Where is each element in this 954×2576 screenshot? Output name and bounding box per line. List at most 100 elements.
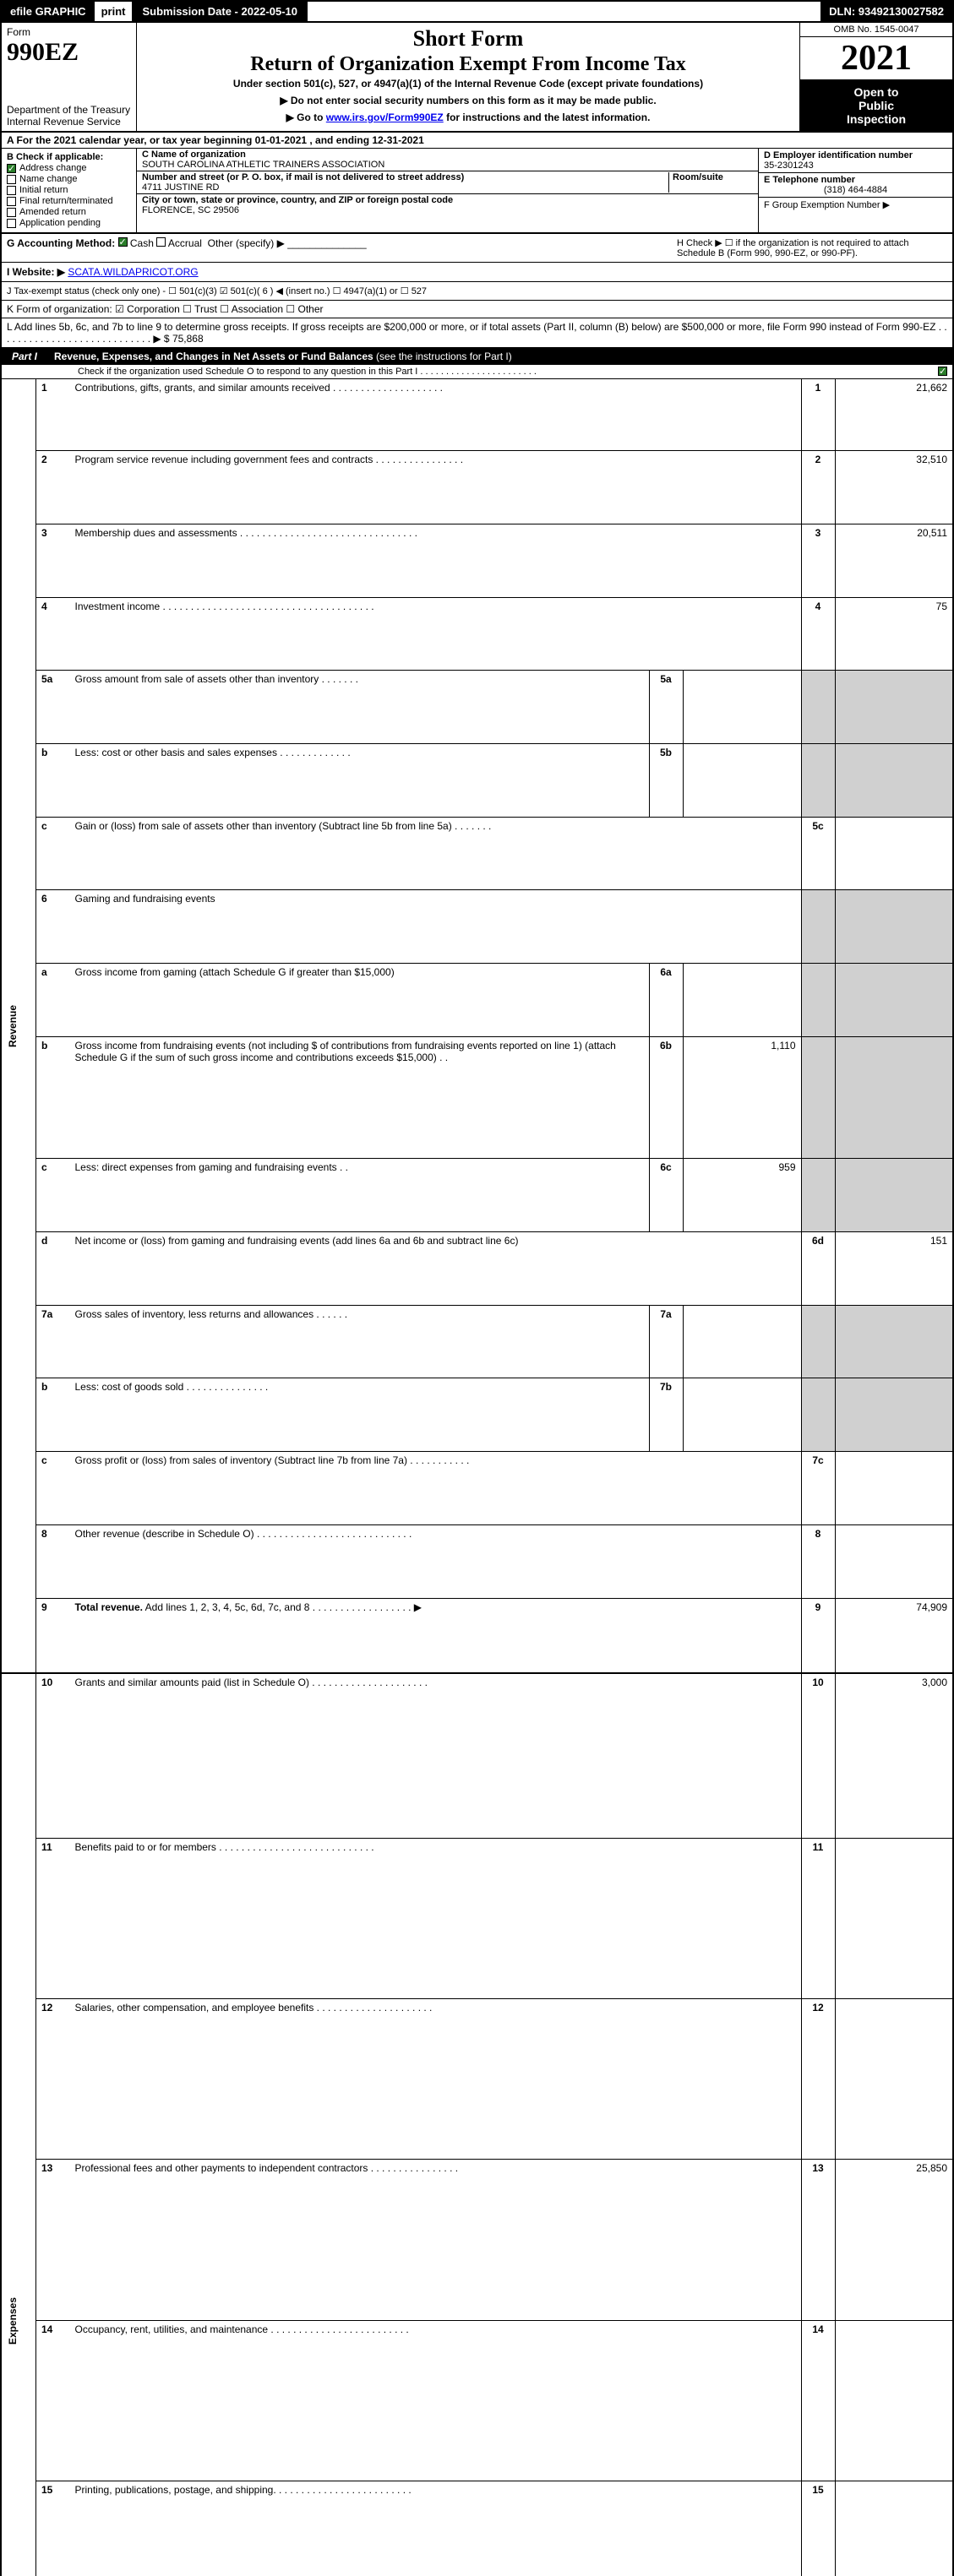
checkbox-label: Initial return [19, 185, 68, 195]
group-exemption-label: F Group Exemption Number ▶ [764, 199, 947, 210]
print-label[interactable]: print [95, 2, 133, 21]
line-number: 10 [36, 1673, 70, 1838]
lines-g-h: G Accounting Method: Cash Accrual Other … [0, 234, 954, 263]
checkbox-label: Application pending [19, 218, 101, 228]
checkbox[interactable] [7, 219, 16, 228]
line-a: A For the 2021 calendar year, or tax yea… [0, 133, 954, 149]
revenue-side-label: Revenue [7, 382, 19, 1670]
amount-value [835, 1838, 953, 1998]
part-1-tab: Part I [2, 348, 47, 365]
line-description: Salaries, other compensation, and employ… [70, 1999, 802, 2160]
spacer [308, 2, 820, 21]
checkbox[interactable] [7, 197, 16, 206]
check-o-text: Check if the organization used Schedule … [78, 367, 938, 377]
ref-column [801, 671, 835, 744]
checkbox-row: Address change [7, 163, 131, 173]
line-description: Gaming and fundraising events [70, 890, 802, 964]
line-number: c [36, 817, 70, 890]
ref-column [801, 743, 835, 817]
line-description: Contributions, gifts, grants, and simila… [70, 379, 802, 451]
header-right: OMB No. 1545-0047 2021 Open to Public In… [800, 23, 952, 131]
line-description: Occupancy, rent, utilities, and maintena… [70, 2320, 802, 2481]
line-number: 4 [36, 597, 70, 671]
table-row: 3Membership dues and assessments . . . .… [1, 524, 953, 597]
other-label: Other (specify) ▶ [208, 237, 285, 249]
open-line2: Public [804, 99, 949, 112]
form-word: Form [7, 26, 131, 38]
top-bar: efile GRAPHIC print Submission Date - 20… [0, 0, 954, 23]
org-name: SOUTH CAROLINA ATHLETIC TRAINERS ASSOCIA… [142, 160, 753, 170]
amount-value: 25,850 [835, 2160, 953, 2320]
amount-value: 74,909 [835, 1598, 953, 1673]
ref-number: 14 [801, 2320, 835, 2481]
checkbox[interactable] [7, 186, 16, 195]
amount-value: 3,000 [835, 1673, 953, 1838]
inline-value: 959 [683, 1159, 801, 1232]
amount-value: 20,511 [835, 524, 953, 597]
section-b-heading: B Check if applicable: [7, 152, 131, 162]
table-row: 14Occupancy, rent, utilities, and mainte… [1, 2320, 953, 2481]
line-description: Investment income . . . . . . . . . . . … [70, 597, 802, 671]
inline-ref: 7b [649, 1378, 683, 1452]
line-i: I Website: ▶ SCATA.WILDAPRICOT.ORG [0, 263, 954, 282]
amount-column [835, 890, 953, 964]
table-row: 6Gaming and fundraising events [1, 890, 953, 964]
inline-ref: 5a [649, 671, 683, 744]
table-row: 12Salaries, other compensation, and empl… [1, 1999, 953, 2160]
section-d-e-f: D Employer identification number 35-2301… [758, 149, 952, 232]
table-row: 7aGross sales of inventory, less returns… [1, 1305, 953, 1378]
amount-column [835, 1305, 953, 1378]
amount-column [835, 1159, 953, 1232]
ref-number: 15 [801, 2481, 835, 2576]
cash-checkbox[interactable] [118, 237, 128, 247]
amount-value: 75 [835, 597, 953, 671]
amount-column [835, 964, 953, 1037]
under-section: Under section 501(c), 527, or 4947(a)(1)… [233, 78, 703, 90]
table-row: dNet income or (loss) from gaming and fu… [1, 1231, 953, 1305]
section-c: C Name of organization SOUTH CAROLINA AT… [137, 149, 758, 232]
table-row: cGross profit or (loss) from sales of in… [1, 1452, 953, 1525]
checkbox-label: Final return/terminated [19, 196, 113, 206]
table-row: 2Program service revenue including gover… [1, 451, 953, 524]
website-link[interactable]: SCATA.WILDAPRICOT.ORG [68, 266, 198, 278]
part-1-title: Revenue, Expenses, and Changes in Net As… [47, 348, 952, 365]
line-number: c [36, 1452, 70, 1525]
ref-number: 4 [801, 597, 835, 671]
line-number: 8 [36, 1524, 70, 1598]
part-1-title-rest: (see the instructions for Part I) [373, 351, 512, 362]
table-row: bGross income from fundraising events (n… [1, 1036, 953, 1159]
line-number: 5a [36, 671, 70, 744]
return-title: Return of Organization Exempt From Incom… [250, 53, 686, 76]
checkbox-row: Name change [7, 174, 131, 184]
city-value: FLORENCE, SC 29506 [142, 205, 753, 215]
checkbox[interactable] [7, 208, 16, 217]
line-number: 13 [36, 2160, 70, 2320]
inline-ref: 6b [649, 1036, 683, 1159]
checkbox[interactable] [7, 164, 16, 173]
line-number: a [36, 964, 70, 1037]
line-l-text: L Add lines 5b, 6c, and 7b to line 9 to … [7, 321, 947, 345]
ref-number: 3 [801, 524, 835, 597]
ref-number: 7c [801, 1452, 835, 1525]
ref-column [801, 1378, 835, 1452]
checkbox-row: Application pending [7, 218, 131, 228]
goto-link[interactable]: www.irs.gov/Form990EZ [326, 111, 444, 123]
accrual-checkbox[interactable] [156, 237, 166, 247]
checkbox[interactable] [7, 175, 16, 184]
amount-value [835, 1999, 953, 2160]
ref-number: 13 [801, 2160, 835, 2320]
ein-label: D Employer identification number [764, 150, 947, 160]
schedule-o-checkbox[interactable] [938, 367, 947, 376]
open-to-public: Open to Public Inspection [800, 80, 952, 131]
table-row: aGross income from gaming (attach Schedu… [1, 964, 953, 1037]
phone-label: E Telephone number [764, 175, 947, 185]
checkbox-label: Name change [19, 174, 78, 184]
city-label: City or town, state or province, country… [142, 195, 753, 205]
line-description: Total revenue. Add lines 1, 2, 3, 4, 5c,… [70, 1598, 802, 1673]
line-number: b [36, 1378, 70, 1452]
line-description: Membership dues and assessments . . . . … [70, 524, 802, 597]
table-row: 8Other revenue (describe in Schedule O) … [1, 1524, 953, 1598]
header-left: Form 990EZ Department of the Treasury In… [2, 23, 137, 131]
inline-value [683, 743, 801, 817]
line-number: 6 [36, 890, 70, 964]
